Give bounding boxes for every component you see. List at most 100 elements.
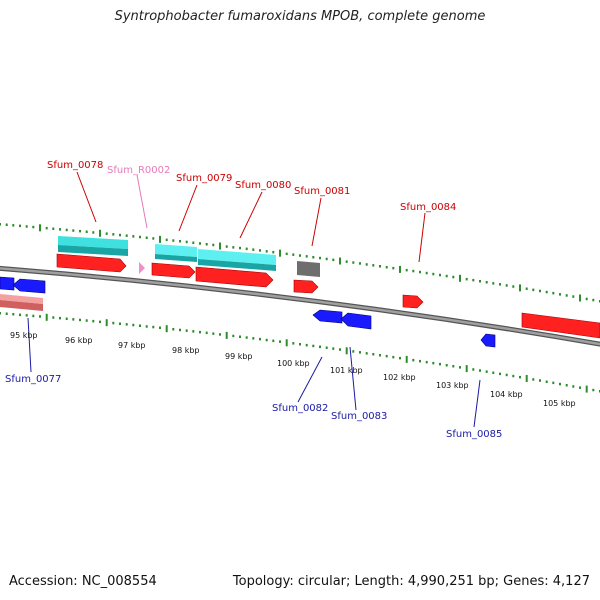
gene-arrow-sfum-0083[interactable] bbox=[340, 312, 372, 330]
minor-tick bbox=[305, 343, 308, 347]
major-tick bbox=[525, 375, 528, 382]
minor-tick bbox=[212, 332, 215, 335]
minor-tick bbox=[419, 270, 421, 274]
minor-tick bbox=[59, 228, 61, 231]
feature-box-0080[interactable] bbox=[198, 249, 276, 271]
major-tick bbox=[585, 385, 588, 393]
minor-tick bbox=[439, 273, 441, 277]
minor-tick bbox=[292, 253, 295, 256]
upper-tick-track bbox=[0, 223, 600, 303]
minor-tick bbox=[245, 247, 248, 251]
gene-arrow-sfum-0077[interactable] bbox=[12, 278, 46, 294]
major-tick bbox=[405, 355, 408, 363]
minor-tick bbox=[439, 362, 441, 366]
minor-tick bbox=[412, 358, 415, 362]
gene-arrow-sfum-0082[interactable] bbox=[312, 309, 343, 324]
scale-label-101: 101 kbp bbox=[330, 366, 363, 375]
feature-box-0078[interactable] bbox=[58, 236, 128, 256]
minor-tick bbox=[232, 246, 235, 249]
major-tick bbox=[159, 235, 161, 243]
minor-tick bbox=[112, 233, 115, 236]
minor-tick bbox=[505, 284, 508, 287]
minor-tick bbox=[205, 243, 208, 246]
minor-tick bbox=[179, 240, 181, 243]
gene-label-sfum-0080[interactable]: Sfum_0080 bbox=[235, 180, 291, 191]
gene-arrow-left-edge[interactable] bbox=[0, 276, 15, 291]
feature-boxes bbox=[0, 236, 320, 311]
minor-tick bbox=[92, 231, 95, 234]
feature-box-0079[interactable] bbox=[155, 244, 197, 262]
gene-label-sfum-0083[interactable]: Sfum_0083 bbox=[331, 411, 387, 422]
scale-label-96: 96 kbp bbox=[65, 336, 93, 345]
minor-tick bbox=[25, 225, 28, 228]
gene-arrow-sfum-0078[interactable] bbox=[56, 253, 127, 273]
minor-tick bbox=[452, 275, 455, 279]
gene-label-sfum-0078[interactable]: Sfum_0078 bbox=[47, 160, 103, 171]
minor-tick bbox=[385, 266, 388, 269]
minor-tick bbox=[32, 225, 35, 229]
minor-tick bbox=[219, 333, 221, 336]
minor-tick bbox=[319, 345, 321, 349]
gene-arrow-sfum-0079[interactable] bbox=[151, 262, 196, 279]
reverse-genes bbox=[0, 276, 496, 348]
minor-tick bbox=[125, 234, 128, 237]
minor-tick bbox=[385, 354, 388, 358]
minor-tick bbox=[545, 380, 548, 383]
minor-tick bbox=[305, 255, 308, 258]
minor-tick bbox=[352, 350, 355, 353]
minor-tick bbox=[199, 330, 201, 334]
gene-label-sfum-0079[interactable]: Sfum_0079 bbox=[176, 173, 232, 184]
lower-tick-track bbox=[0, 312, 600, 393]
minor-tick bbox=[592, 388, 595, 392]
minor-tick bbox=[519, 375, 521, 379]
minor-tick bbox=[472, 278, 475, 282]
gene-label-sfum-r0002[interactable]: Sfum_R0002 bbox=[107, 165, 170, 176]
major-tick bbox=[465, 365, 468, 373]
gene-label-sfum-0082[interactable]: Sfum_0082 bbox=[272, 403, 328, 414]
minor-tick bbox=[105, 232, 108, 235]
minor-tick bbox=[199, 242, 201, 245]
gene-arrow-sfum-0080[interactable] bbox=[195, 266, 274, 288]
minor-tick bbox=[212, 243, 215, 247]
minor-tick bbox=[239, 335, 241, 338]
minor-tick bbox=[205, 331, 208, 335]
major-tick bbox=[165, 325, 168, 333]
gene-arrow-sfum-0085[interactable] bbox=[480, 333, 496, 348]
minor-tick bbox=[525, 287, 528, 290]
gene-label-sfum-0085[interactable]: Sfum_0085 bbox=[446, 429, 502, 440]
minor-tick bbox=[145, 236, 148, 239]
gene-arrow-right-edge[interactable] bbox=[521, 312, 600, 339]
minor-tick bbox=[332, 347, 335, 350]
gene-label-sfum-0084[interactable]: Sfum_0084 bbox=[400, 202, 456, 213]
feature-box-0081[interactable] bbox=[297, 261, 320, 277]
gene-label-sfum-0077[interactable]: Sfum_0077 bbox=[5, 374, 61, 385]
minor-tick bbox=[119, 322, 121, 325]
scale-label-105: 105 kbp bbox=[543, 399, 576, 408]
minor-tick bbox=[252, 248, 255, 251]
rna-arrow-sfum-r0002[interactable] bbox=[139, 262, 145, 274]
minor-tick bbox=[245, 336, 248, 339]
minor-tick bbox=[179, 328, 181, 332]
gene-arrow-sfum-0084[interactable] bbox=[402, 294, 424, 309]
minor-tick bbox=[339, 348, 341, 351]
minor-tick bbox=[292, 342, 295, 345]
minor-tick bbox=[12, 313, 15, 316]
minor-tick bbox=[52, 227, 55, 230]
scale-label-104: 104 kbp bbox=[490, 390, 523, 399]
minor-tick bbox=[332, 258, 335, 262]
minor-tick bbox=[299, 254, 301, 257]
minor-tick bbox=[399, 356, 401, 360]
minor-tick bbox=[492, 282, 495, 285]
gene-arrow-sfum-0081[interactable] bbox=[293, 279, 319, 294]
minor-tick bbox=[359, 262, 361, 265]
minor-tick bbox=[532, 378, 535, 381]
major-tick bbox=[399, 265, 401, 273]
minor-tick bbox=[365, 352, 368, 355]
feature-box-0077[interactable] bbox=[0, 294, 43, 311]
scale-label-103: 103 kbp bbox=[436, 381, 469, 390]
minor-tick bbox=[392, 355, 395, 359]
minor-tick bbox=[259, 249, 261, 252]
gene-label-sfum-0081[interactable]: Sfum_0081 bbox=[294, 186, 350, 197]
major-tick bbox=[579, 294, 581, 302]
minor-tick bbox=[532, 288, 535, 292]
